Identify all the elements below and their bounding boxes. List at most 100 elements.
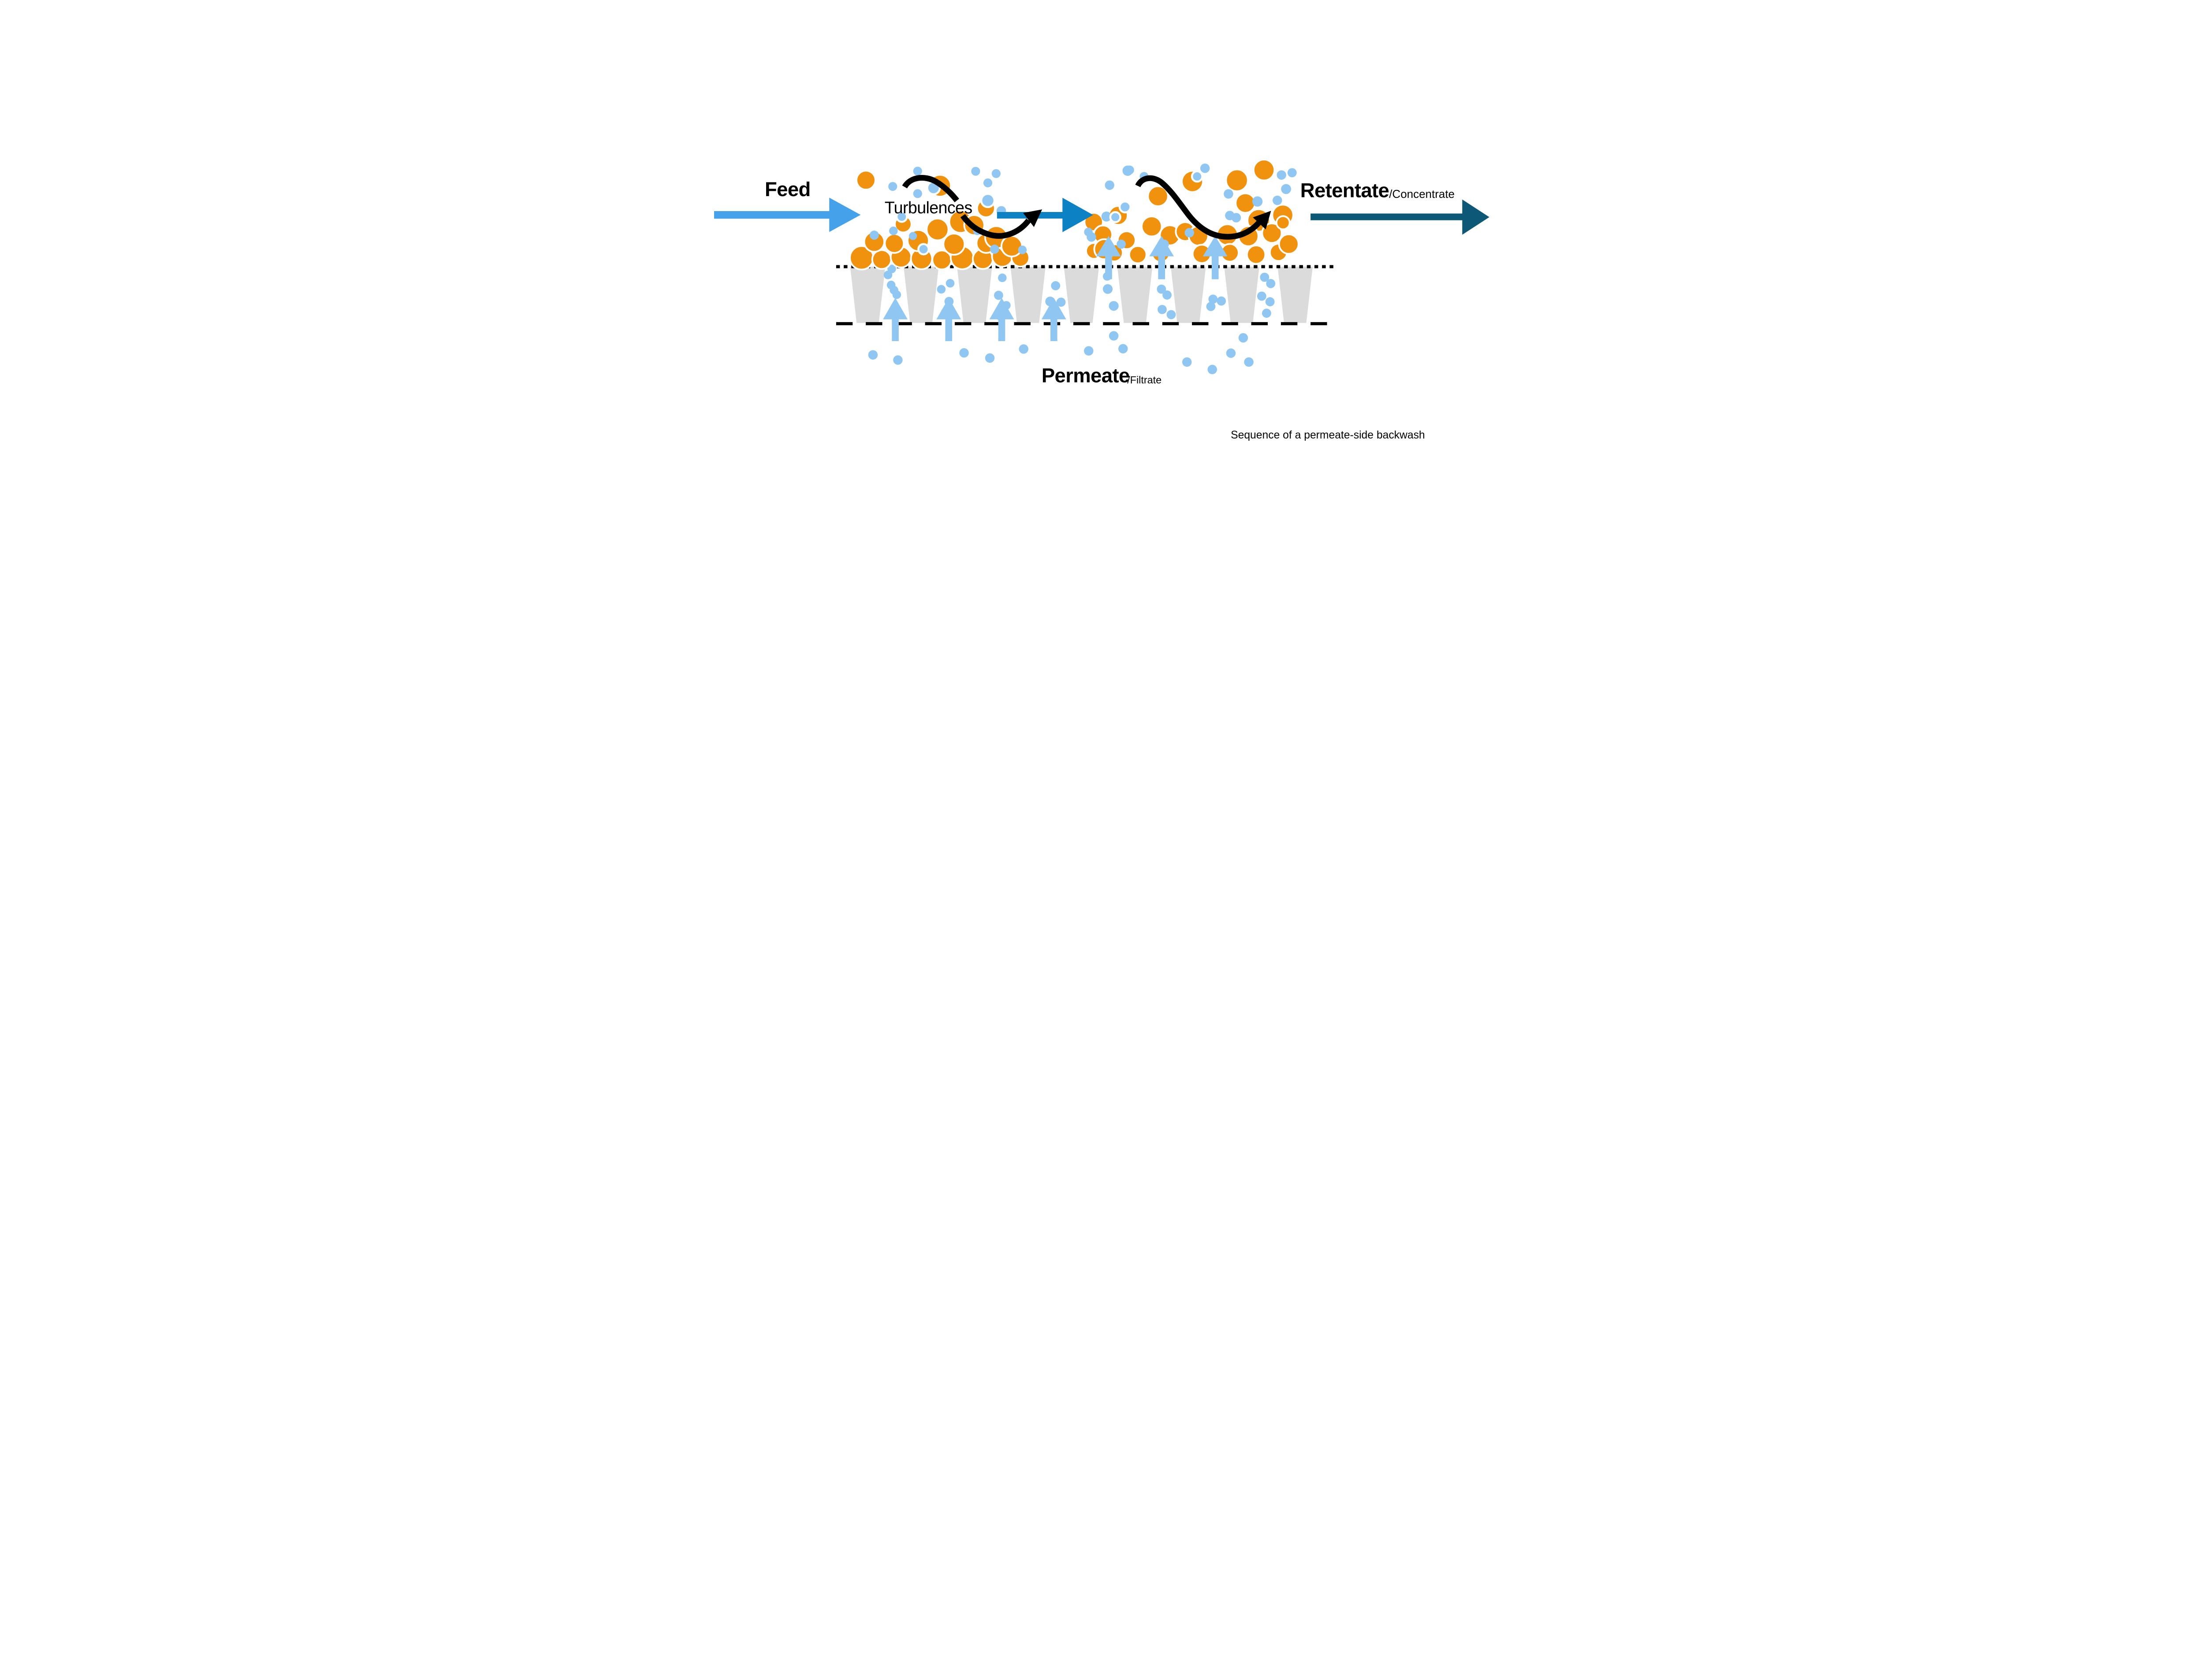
water-droplet (1200, 164, 1210, 173)
water-droplet (908, 232, 917, 240)
orange-particle (926, 217, 949, 242)
water-droplets-layer (869, 164, 1297, 256)
membrane-pore (1170, 267, 1206, 323)
caption-text: Sequence of a permeate-side backwash (1231, 429, 1425, 441)
membrane-pore (1064, 267, 1099, 323)
permeate-droplet (994, 290, 1003, 300)
permeate-droplet (937, 285, 946, 294)
water-droplet (1118, 200, 1132, 214)
water-droplet (1122, 165, 1133, 176)
permeate-droplet (1207, 364, 1217, 375)
water-droplet (1101, 211, 1112, 222)
backwash-up-arrow (989, 297, 1014, 342)
backwash-up-arrow (1203, 236, 1228, 279)
orange-particle (1246, 245, 1266, 265)
orange-particle (871, 249, 892, 270)
water-droplet (983, 178, 993, 188)
orange-particle (1000, 235, 1023, 257)
membrane-pore (1224, 267, 1259, 323)
membrane-pore (1117, 267, 1153, 323)
orange-particle (1261, 222, 1283, 244)
feed-arrow (714, 197, 861, 232)
permeate-droplet (1166, 310, 1176, 320)
orange-particle (884, 233, 905, 254)
permeate-droplet (1206, 302, 1216, 311)
turbulence-curve (960, 214, 1031, 239)
permeate-droplet (998, 273, 1007, 282)
feed-label: Feed (765, 178, 811, 201)
water-droplet (1191, 170, 1203, 183)
permeate-droplet (1238, 333, 1248, 343)
retentate-arrow (1310, 199, 1489, 235)
turbulences-label: Turbulences (885, 198, 972, 217)
membrane-layer (836, 265, 1337, 325)
water-droplet (1277, 170, 1286, 180)
orange-particle (1141, 216, 1163, 238)
backwash-arrows-right-layer (1096, 236, 1228, 279)
water-droplet (991, 169, 1001, 178)
permeate-droplet (1157, 284, 1166, 294)
water-droplet (869, 230, 879, 240)
permeate-droplet (1158, 305, 1167, 314)
turbulence-curves-layer (902, 175, 1271, 240)
membrane-pore (903, 267, 939, 323)
labels-layer: Feed Turbulences Retentate /Concentrate … (765, 178, 1455, 441)
backwash-up-arrow (1096, 236, 1121, 279)
membrane-filtration-diagram: Feed Turbulences Retentate /Concentrate … (714, 0, 1490, 546)
turbulence-curve (902, 175, 959, 202)
permeate-droplet (868, 350, 878, 360)
orange-particle (942, 233, 966, 256)
crossflow-arrow (997, 197, 1093, 232)
water-droplet (913, 189, 922, 198)
orange-particle (1128, 245, 1147, 264)
orange-particle (856, 170, 876, 191)
permeate-droplet (893, 355, 903, 365)
permeate-droplet (1019, 344, 1028, 354)
retentate-label: Retentate (1300, 179, 1389, 201)
permeate-droplet (1265, 297, 1275, 307)
turbulence-arrowhead (1023, 209, 1042, 227)
permeate-droplet (1084, 346, 1094, 356)
permeate-droplet (1257, 291, 1266, 301)
permeate-droplet (946, 279, 955, 288)
membrane-pore (850, 267, 886, 323)
permeate-sublabel: /Filtrate (1127, 374, 1162, 386)
water-droplet (1224, 189, 1233, 199)
backwash-up-arrow (883, 297, 908, 342)
permeate-droplet (1109, 331, 1119, 341)
permeate-droplet (1051, 281, 1061, 290)
permeate-droplet (959, 348, 969, 358)
water-droplet (1184, 228, 1194, 238)
orange-particle (1278, 233, 1299, 255)
water-droplet (1231, 213, 1241, 223)
permeate-droplet (892, 290, 901, 299)
orange-particle (1252, 159, 1276, 182)
water-droplet (1281, 184, 1291, 194)
water-droplet (1018, 245, 1027, 254)
water-droplet (1084, 227, 1093, 237)
permeate-droplet (1102, 284, 1113, 294)
water-droplet (1109, 211, 1121, 223)
permeate-droplet (1162, 290, 1172, 300)
water-droplet (980, 193, 996, 208)
membrane-pore (1277, 267, 1313, 323)
water-droplet (1273, 195, 1282, 205)
permeate-droplet (883, 271, 893, 279)
diagram-canvas: Feed Turbulences Retentate /Concentrate … (714, 0, 1490, 546)
permeate-label: Permeate (1042, 364, 1130, 387)
water-droplet (1117, 239, 1126, 249)
water-droplet (889, 227, 898, 235)
membrane-pore (957, 267, 992, 323)
permeate-droplet (1208, 294, 1218, 304)
water-droplet (1287, 168, 1297, 178)
permeate-droplet (1056, 297, 1066, 307)
water-droplet (888, 182, 897, 191)
water-droplet (971, 167, 980, 176)
permeate-droplet (1109, 301, 1119, 311)
permeate-droplet (985, 353, 995, 363)
permeate-droplet (1226, 348, 1236, 358)
water-droplet (913, 167, 922, 176)
backwash-arrows-left-layer (883, 297, 1066, 342)
backwash-up-arrow (1041, 297, 1066, 342)
water-droplet (895, 210, 908, 223)
